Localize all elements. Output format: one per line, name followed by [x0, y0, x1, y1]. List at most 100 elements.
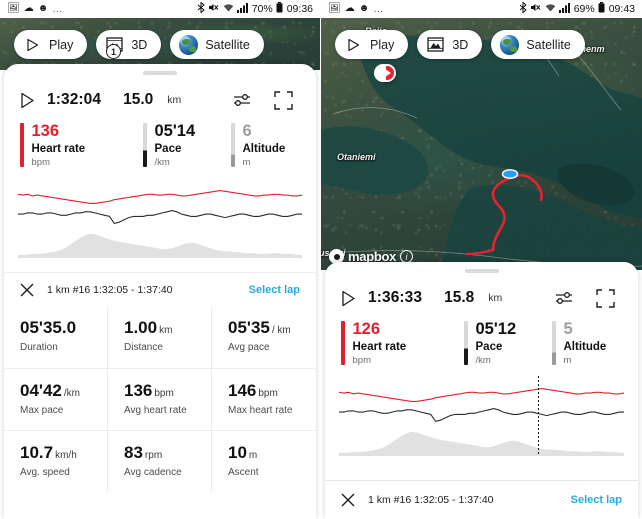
lap-stat-avg-hr: 136 bpm Avg heart rate [108, 368, 212, 431]
wifi-icon [545, 3, 556, 16]
lap-stat-distance: 1.00 km Distance [108, 306, 212, 368]
lap-stats-grid: 05'35.0 Duration 1.00 km Distance 05'35/ … [4, 306, 316, 493]
lap-distance-label: Distance [124, 341, 163, 353]
waypoint-badge-left[interactable]: 1 [106, 44, 121, 59]
lap-duration-value: 05'35.0 [20, 318, 77, 337]
globe-icon [500, 34, 520, 55]
lap-title-label: 1 km #16 1:32:05 - 1:37:40 [47, 284, 173, 296]
play-icon[interactable] [341, 290, 356, 307]
lap-avghr-unit: bpm [154, 388, 174, 399]
metric-heart-rate-right[interactable]: 126 Heart rate bpm [341, 320, 464, 366]
cloud-icon: ☁ [344, 3, 355, 14]
altitude-value: 5 [563, 320, 573, 338]
satellite-chip-left[interactable]: Satellite [170, 30, 264, 59]
battery-icon [276, 2, 283, 16]
sliders-icon[interactable] [554, 287, 576, 309]
heart-rate-label: Heart rate [31, 143, 86, 155]
altitude-unit: m [563, 355, 572, 366]
lap-avgpace-value: 05'35 [228, 318, 270, 337]
pace-value: 05'12 [475, 320, 517, 338]
activity-chart-right[interactable] [325, 366, 638, 462]
play-icon[interactable] [20, 92, 35, 109]
close-icon[interactable] [341, 493, 355, 507]
clock-label: 09:43 [608, 3, 635, 15]
sheet-drag-handle-left[interactable] [143, 71, 177, 75]
play-chip-left[interactable]: Play [14, 30, 88, 59]
summary-actions-left [232, 89, 300, 111]
lap-maxpace-unit: /km [63, 388, 80, 399]
activity-sheet-right: 1:36:33 15.8 km 126 Heart rate [325, 262, 638, 519]
sheet-drag-handle-right[interactable] [464, 269, 499, 273]
map-control-chips-left: Play 3D Satellite [0, 30, 320, 59]
lap-header-right: 1 km #16 1:32:05 - 1:37:40 Select lap [325, 480, 638, 519]
status-bar-system-icons: 69% 09:43 [519, 1, 635, 16]
altitude-unit: m [242, 157, 251, 168]
lap-avgspeed-unit: km/h [55, 450, 77, 462]
play-chip-right[interactable]: Play [335, 30, 409, 59]
map-3d-icon [426, 35, 445, 54]
status-bar-right: 🖼 ☁ ☻ … 69% [321, 0, 642, 18]
summary-row-left: 1:32:04 15.0 km [4, 75, 316, 115]
lap-avgcadence-label: Avg cadence [124, 466, 182, 478]
3d-chip-right[interactable]: 3D [417, 30, 483, 59]
fullscreen-icon[interactable] [272, 89, 294, 111]
heart-rate-value: 126 [352, 320, 381, 338]
lap-ascent-unit: m [248, 450, 258, 462]
lap-ascent-value: 10 [228, 443, 247, 463]
lap-avgspeed-label: Avg. speed [20, 466, 70, 478]
wifi-icon [223, 3, 234, 16]
status-bar-system-icons: 70% 09:36 [197, 1, 313, 16]
right-screenshot-panel: 🖼 ☁ ☻ … 69% [321, 0, 642, 519]
altitude-value: 6 [242, 122, 252, 140]
metric-color-bar [20, 123, 24, 167]
heart-rate-unit: bpm [352, 355, 371, 366]
lap-avgcadence-value: 83 [124, 443, 143, 463]
lap-stat-max-pace: 04'42/km Max pace [4, 368, 108, 431]
total-distance-value: 15.8 [444, 289, 475, 306]
more-notifications-icon: … [373, 3, 385, 15]
lap-stat-ascent: 10 m Ascent [212, 430, 316, 492]
emoji-icon: ☻ [358, 3, 370, 14]
map-view-right[interactable]: Reijo Niemenm Otaniemi usaari Play 3D [321, 18, 642, 270]
lap-ascent-label: Ascent [228, 466, 259, 478]
metric-altitude-left[interactable]: 6 Altitude m [231, 122, 300, 168]
record-playback-badge[interactable] [374, 64, 396, 82]
cloud-icon: ☁ [23, 3, 34, 14]
sliders-icon[interactable] [232, 89, 254, 111]
total-distance-value: 15.0 [123, 91, 154, 108]
altitude-label: Altitude [563, 341, 607, 353]
lap-title-label: 1 km #16 1:32:05 - 1:37:40 [368, 494, 494, 506]
metric-row-left: 136 Heart rate bpm 05'14 Pace /km [4, 115, 316, 168]
select-lap-button[interactable]: Select lap [248, 284, 300, 296]
altitude-label: Altitude [242, 143, 286, 155]
pace-label: Pace [154, 143, 182, 155]
metric-row-right: 126 Heart rate bpm 05'12 Pace /km [325, 313, 638, 366]
satellite-chip-right[interactable]: Satellite [491, 30, 585, 59]
metric-color-bar [341, 321, 345, 365]
battery-percent-label: 69% [573, 3, 595, 15]
metric-pace-left[interactable]: 05'14 Pace /km [143, 122, 231, 168]
close-icon[interactable] [20, 283, 34, 297]
satellite-chip-label: Satellite [526, 37, 571, 52]
lap-avghr-value: 136 [124, 381, 153, 400]
clock-label: 09:36 [286, 3, 313, 15]
metric-heart-rate-left[interactable]: 136 Heart rate bpm [20, 122, 143, 168]
map-view-left[interactable]: Play 3D Satellite 1 [0, 18, 320, 70]
activity-chart-left[interactable] [4, 168, 316, 264]
lap-duration-label: Duration [20, 341, 58, 353]
metric-altitude-right[interactable]: 5 Altitude m [552, 320, 622, 366]
map-control-chips-right: Play 3D Satellite [321, 30, 642, 59]
play-icon [344, 35, 363, 54]
select-lap-button[interactable]: Select lap [570, 494, 622, 506]
pace-unit: /km [475, 355, 491, 366]
left-screenshot-panel: 🖼 ☁ ☻ … 70% [0, 0, 320, 493]
lap-avghr-label: Avg heart rate [124, 404, 187, 416]
metric-color-bar [464, 321, 468, 365]
status-bar-left: 🖼 ☁ ☻ … 70% [0, 0, 320, 18]
fullscreen-icon[interactable] [594, 287, 616, 309]
metric-pace-right[interactable]: 05'12 Pace /km [464, 320, 552, 366]
total-duration-label: 1:36:33 [368, 289, 423, 306]
total-duration-label: 1:32:04 [47, 91, 102, 108]
total-distance-unit: km [488, 292, 503, 304]
